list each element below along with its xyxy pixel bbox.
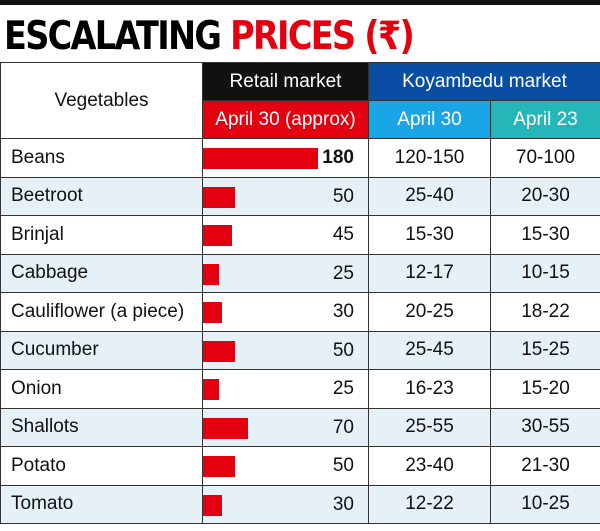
vegetable-name: Brinjal	[0, 215, 203, 255]
table-row: Onion 25 16-23 15-20	[0, 369, 600, 409]
vegetable-name: Beetroot	[0, 176, 203, 216]
retail-cell: 30	[202, 292, 369, 332]
table-row: Beans 180 120-150 70-100	[0, 138, 600, 178]
koyambedu-april30-value: 120-150	[368, 138, 491, 178]
retail-value: 180	[322, 147, 354, 168]
retail-bar	[203, 225, 232, 246]
table-row: Tomato 30 12-22 10-25	[0, 484, 600, 524]
vegetable-name: Potato	[0, 446, 203, 486]
koyambedu-april23-value: 70-100	[490, 138, 600, 178]
koyambedu-april23-value: 20-30	[490, 176, 600, 216]
retail-value: 70	[332, 416, 354, 438]
title: ESCALATING PRICES (₹)	[4, 14, 415, 60]
vegetable-name: Cauliflower (a piece)	[0, 292, 203, 332]
koyambedu-april23-value: 15-30	[490, 215, 600, 255]
table-row: Beetroot 50 25-40 20-30	[0, 176, 600, 216]
vegetable-name: Onion	[0, 369, 203, 409]
koyambedu-april23-value: 30-55	[490, 407, 600, 447]
title-part1: ESCALATING	[4, 14, 222, 59]
koyambedu-april30-value: 23-40	[368, 446, 491, 486]
table-row: Cucumber 50 25-45 15-25	[0, 330, 600, 370]
retail-value: 30	[332, 301, 354, 322]
title-part2: PRICES (₹)	[230, 14, 415, 59]
table-row: Brinjal 45 15-30 15-30	[0, 215, 600, 255]
retail-cell: 25	[202, 369, 369, 409]
retail-bar	[203, 340, 235, 362]
retail-value: 45	[332, 224, 354, 245]
koyambedu-april30-value: 25-45	[368, 330, 491, 370]
retail-bar	[203, 263, 219, 285]
koyambedu-april30-value: 12-17	[368, 253, 491, 293]
retail-value: 50	[332, 339, 354, 361]
retail-bar	[203, 148, 318, 169]
retail-cell: 25	[202, 253, 369, 293]
retail-cell: 45	[202, 215, 369, 255]
retail-cell: 30	[202, 484, 369, 524]
table-row: Shallots 70 25-55 30-55	[0, 407, 600, 447]
table-row: Cabbage 25 12-17 10-15	[0, 253, 600, 293]
price-table: Vegetables Retail market Koyambedu marke…	[0, 62, 600, 524]
koyambedu-april30-value: 20-25	[368, 292, 491, 332]
header-koyambedu-april23: April 23	[490, 100, 600, 139]
header-retail-date: April 30 (approx)	[202, 100, 369, 139]
vegetable-name: Beans	[0, 138, 203, 178]
koyambedu-april23-value: 15-25	[490, 330, 600, 370]
header-vegetables: Vegetables	[0, 62, 203, 139]
retail-bar	[203, 379, 219, 400]
retail-bar	[203, 417, 248, 439]
retail-cell: 50	[202, 176, 369, 216]
retail-bar	[203, 186, 235, 208]
header-koyambedu-market: Koyambedu market	[368, 62, 600, 101]
retail-value: 50	[332, 185, 354, 207]
vegetable-name: Shallots	[0, 407, 203, 447]
koyambedu-april23-value: 10-25	[490, 484, 600, 524]
retail-value: 50	[332, 455, 354, 476]
header-retail-market: Retail market	[202, 62, 369, 101]
koyambedu-april30-value: 16-23	[368, 369, 491, 409]
retail-cell: 70	[202, 407, 369, 447]
retail-bar	[203, 494, 223, 516]
koyambedu-april30-value: 12-22	[368, 484, 491, 524]
vegetable-name: Tomato	[0, 484, 203, 524]
koyambedu-april23-value: 10-15	[490, 253, 600, 293]
vegetable-name: Cabbage	[0, 253, 203, 293]
koyambedu-april23-value: 21-30	[490, 446, 600, 486]
koyambedu-april23-value: 18-22	[490, 292, 600, 332]
retail-value: 25	[332, 378, 354, 399]
retail-cell: 50	[202, 446, 369, 486]
koyambedu-april30-value: 25-55	[368, 407, 491, 447]
retail-value: 30	[332, 493, 354, 515]
koyambedu-april30-value: 25-40	[368, 176, 491, 216]
retail-cell: 50	[202, 330, 369, 370]
retail-cell: 180	[202, 138, 369, 178]
retail-value: 25	[332, 262, 354, 284]
table-row: Potato 50 23-40 21-30	[0, 446, 600, 486]
koyambedu-april30-value: 15-30	[368, 215, 491, 255]
retail-bar	[203, 302, 223, 323]
top-rule	[0, 0, 600, 5]
koyambedu-april23-value: 15-20	[490, 369, 600, 409]
table-row: Cauliflower (a piece) 30 20-25 18-22	[0, 292, 600, 332]
vegetable-name: Cucumber	[0, 330, 203, 370]
header-koyambedu-april30: April 30	[368, 100, 491, 139]
retail-bar	[203, 456, 235, 477]
